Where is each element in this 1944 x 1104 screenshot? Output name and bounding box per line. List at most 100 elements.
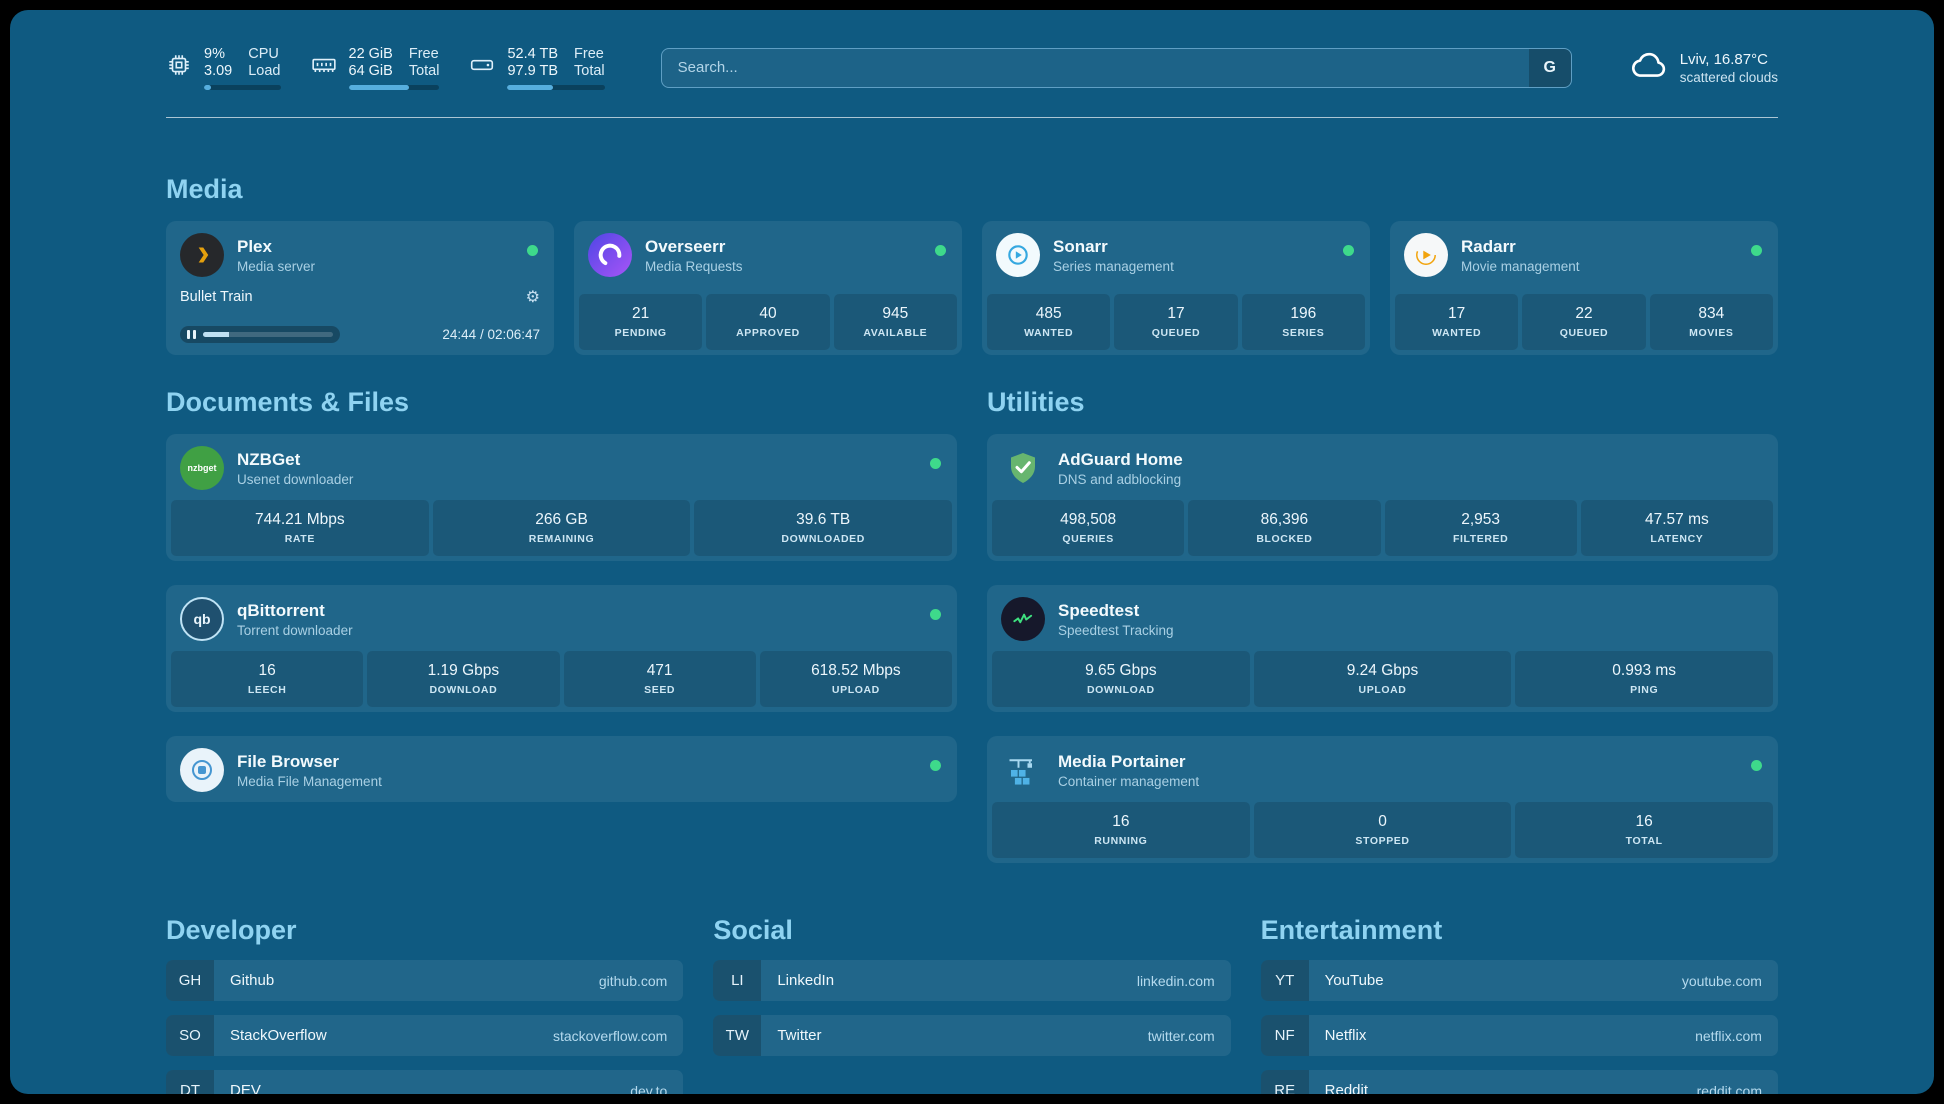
gear-icon[interactable]: ⚙ <box>525 289 540 306</box>
status-indicator <box>930 609 941 620</box>
playback-time: 24:44 / 02:06:47 <box>442 327 540 342</box>
status-indicator <box>1751 760 1762 771</box>
nzbget-icon: nzbget <box>180 446 224 490</box>
stat-tile: 266 GB REMAINING <box>432 500 691 556</box>
service-card-radarr[interactable]: Radarr Movie management 17 WANTED 22 QUEUE… <box>1390 221 1778 355</box>
stat-tile: 196 SERIES <box>1241 294 1365 350</box>
service-subtitle: Media server <box>237 258 316 274</box>
service-subtitle: Container management <box>1058 773 1200 789</box>
bookmark-youtube[interactable]: YT YouTube youtube.com <box>1260 960 1778 1001</box>
stat-tile: 17 WANTED <box>1395 294 1519 350</box>
weather-widget: Lviv, 16.87°C scattered clouds <box>1628 44 1778 91</box>
cpu-usage-value: 9% <box>204 45 225 62</box>
cpu-progress-bar <box>204 84 281 90</box>
service-card-portainer[interactable]: Media Portainer Container management 16 R… <box>987 736 1778 863</box>
speedtest-icon <box>1001 597 1045 641</box>
bookmark-url: reddit.com <box>1696 1082 1762 1095</box>
stat-tile: 22 QUEUED <box>1522 294 1646 350</box>
bookmarks-developer: Developer GH Github github.com SO StackOv… <box>166 915 684 1095</box>
bookmark-twitter[interactable]: TW Twitter twitter.com <box>713 1015 1231 1056</box>
section-title-social: Social <box>713 915 793 945</box>
bookmark-abbr: GH <box>166 960 214 1001</box>
bookmark-name: Reddit <box>1324 1082 1369 1094</box>
stat-tile: 0.993 ms PING <box>1515 651 1774 707</box>
service-card-nzbget[interactable]: nzbget NZBGet Usenet downloader 744.21 M… <box>166 434 957 561</box>
bookmark-netflix[interactable]: NF Netflix netflix.com <box>1260 1015 1778 1056</box>
bookmark-name: StackOverflow <box>230 1027 327 1044</box>
bookmark-github[interactable]: GH Github github.com <box>166 960 684 1001</box>
disk-free-label: Free <box>574 45 604 62</box>
disk-widget: 52.4 TB Free 97.9 TB Total <box>469 45 605 90</box>
stat-tile: 9.65 Gbps DOWNLOAD <box>992 651 1250 707</box>
section-title-developer: Developer <box>166 915 297 945</box>
bookmark-name: LinkedIn <box>777 972 835 989</box>
bookmark-reddit[interactable]: RE Reddit reddit.com <box>1260 1070 1778 1095</box>
playback-bar[interactable] <box>180 326 340 343</box>
section-title-documents: Documents & Files <box>166 387 410 417</box>
weather-condition: scattered clouds <box>1679 69 1778 85</box>
bookmark-abbr: LI <box>713 960 762 1001</box>
service-card-plex[interactable]: Plex Media server Bullet Train ⚙ 24:44 /… <box>166 221 554 355</box>
weather-location: Lviv, 16.87°C <box>1679 50 1768 68</box>
service-card-qbittorrent[interactable]: qb qBittorrent Torrent downloader 16 LEEC… <box>166 585 957 712</box>
service-name: NZBGet <box>237 449 301 469</box>
cpu-widget: 9% CPU 3.09 Load <box>166 46 281 90</box>
qbittorrent-icon: qb <box>180 597 224 641</box>
bookmark-abbr: TW <box>713 1015 762 1056</box>
cpu-load-label: Load <box>248 62 281 79</box>
stat-tile: 39.6 TB DOWNLOADED <box>694 500 953 556</box>
stat-tile: 1.19 Gbps DOWNLOAD <box>367 651 560 707</box>
bookmark-url: dev.to <box>630 1082 668 1095</box>
plex-icon <box>180 233 224 277</box>
bookmark-linkedin[interactable]: LI LinkedIn linkedin.com <box>713 960 1231 1001</box>
stat-tile: 21 PENDING <box>579 294 703 350</box>
bookmark-dev[interactable]: DT DEV dev.to <box>166 1070 684 1095</box>
stat-tile: 86,396 BLOCKED <box>1188 500 1381 556</box>
service-subtitle: Movie management <box>1461 258 1580 274</box>
bookmark-name: YouTube <box>1324 972 1384 989</box>
memory-free-value: 22 GiB <box>348 45 393 62</box>
section-title-entertainment: Entertainment <box>1260 915 1443 945</box>
adguard-icon <box>1001 446 1045 490</box>
stat-tile: 498,508 QUERIES <box>992 500 1185 556</box>
overseerr-icon <box>588 233 632 277</box>
search-provider-button[interactable]: G <box>1528 48 1571 87</box>
bookmark-abbr: DT <box>166 1070 214 1094</box>
tab-underline <box>166 117 1778 118</box>
service-subtitle: Usenet downloader <box>237 471 354 487</box>
filebrowser-icon <box>180 748 224 792</box>
service-card-adguard[interactable]: AdGuard Home DNS and adblocking 498,508 Q… <box>987 434 1778 561</box>
status-indicator <box>1343 245 1354 256</box>
pause-icon[interactable] <box>187 330 196 339</box>
stat-tile: 16 RUNNING <box>992 802 1250 858</box>
memory-free-label: Free <box>408 45 439 62</box>
bookmark-url: twitter.com <box>1147 1027 1215 1044</box>
service-name: Media Portainer <box>1058 751 1186 771</box>
service-card-sonarr[interactable]: Sonarr Series management 485 WANTED 17 QUE… <box>982 221 1370 355</box>
dashboard: 9% CPU 3.09 Load 22 GiB Free 6 <box>10 10 1934 1094</box>
stat-tile: 16 TOTAL <box>1515 802 1774 858</box>
status-indicator <box>930 760 941 771</box>
bookmark-stackoverflow[interactable]: SO StackOverflow stackoverflow.com <box>166 1015 684 1056</box>
service-card-filebrowser[interactable]: File Browser Media File Management <box>166 736 957 802</box>
sonarr-icon <box>996 233 1040 277</box>
service-card-speedtest[interactable]: Speedtest Speedtest Tracking 9.65 Gbps DO… <box>987 585 1778 712</box>
service-card-overseerr[interactable]: Overseerr Media Requests 21 PENDING 40 APP… <box>574 221 962 355</box>
documents-column: Documents & Files nzbget NZBGet Usenet d… <box>166 387 957 863</box>
memory-progress-bar <box>348 84 440 90</box>
section-title-media: Media <box>166 174 243 204</box>
cloud-icon <box>1628 44 1670 91</box>
stat-tile: 471 SEED <box>563 651 756 707</box>
bookmark-abbr: RE <box>1260 1070 1309 1094</box>
search-input[interactable] <box>661 59 1529 76</box>
stat-tile: 47.57 ms LATENCY <box>1580 500 1773 556</box>
stat-tile: 16 LEECH <box>171 651 364 707</box>
bookmarks-social: Social LI LinkedIn linkedin.com TW Twitte… <box>713 915 1231 1094</box>
bookmark-url: youtube.com <box>1681 972 1762 989</box>
stat-tile: 744.21 Mbps RATE <box>171 500 429 556</box>
bookmark-url: github.com <box>598 972 668 989</box>
search-bar: G <box>660 47 1572 88</box>
bookmark-url: stackoverflow.com <box>552 1027 668 1044</box>
memory-icon <box>311 52 337 78</box>
status-indicator <box>935 245 946 256</box>
